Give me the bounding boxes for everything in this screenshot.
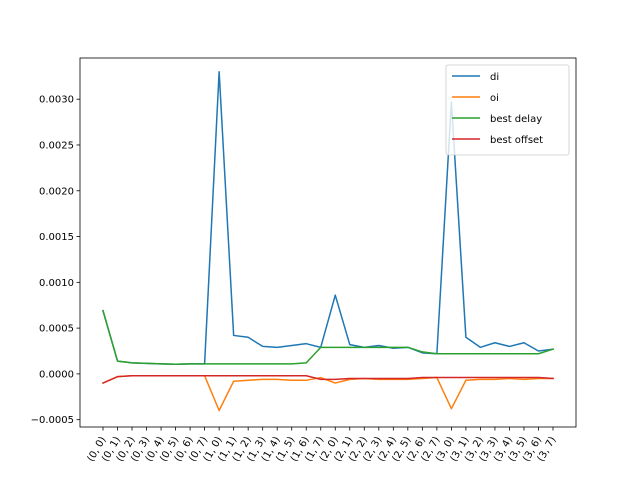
x-axis: (0, 0)(0, 1)(0, 2)(0, 3)(0, 4)(0, 5)(0, … (86, 427, 559, 464)
series-line-best-delay (102, 309, 554, 366)
y-tick-label: −0.0005 (31, 415, 74, 426)
series-layer (102, 70, 554, 412)
y-tick-label: 0.0010 (39, 278, 74, 289)
y-tick-label: 0.0025 (39, 140, 74, 151)
y-tick-label: 0.0020 (39, 186, 74, 197)
y-tick-label: 0.0000 (39, 369, 74, 380)
legend-label-best-offset: best offset (490, 135, 543, 146)
y-axis: −0.0005 0.0000 0.0005 0.0010 0.0015 0.0020 0.0… (31, 95, 80, 426)
series-line-best-offset (102, 374, 554, 385)
legend-label-best-delay: best delay (490, 114, 542, 125)
legend-label-di: di (490, 72, 499, 83)
y-tick-label: 0.0030 (39, 95, 74, 106)
legend-label-oi: oi (490, 93, 499, 104)
plot-frame (79, 57, 577, 428)
y-tick-label: 0.0015 (39, 232, 74, 243)
legend: di oi best delay best offset (445, 64, 570, 156)
y-tick-label: 0.0005 (39, 324, 74, 335)
legend-box (445, 64, 570, 156)
